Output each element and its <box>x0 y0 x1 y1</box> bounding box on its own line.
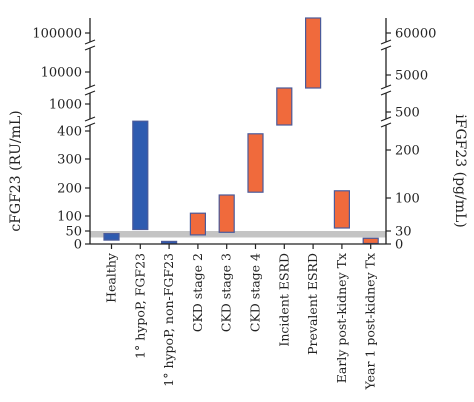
category-label: CKD stage 2 <box>190 253 205 332</box>
reference-band <box>90 231 386 238</box>
category-label: Early post-kidney Tx <box>334 253 349 383</box>
bar-6 <box>276 87 293 126</box>
right-tick-label: 60000 <box>395 27 436 42</box>
left-tick-label: 400 <box>57 125 82 140</box>
axis-break-mark <box>380 116 392 122</box>
axis-break-gap <box>84 87 96 93</box>
left-tick-label: 100000 <box>32 27 82 42</box>
bar-1 <box>132 120 149 231</box>
category-label: CKD stage 3 <box>219 253 234 332</box>
bar-8 <box>333 190 350 229</box>
right-tick-label: 30 <box>395 225 412 240</box>
left-tick-label: 0 <box>74 238 82 253</box>
axis-break-mark <box>380 90 392 96</box>
axis-break-mark <box>84 45 96 51</box>
bar-2 <box>161 240 178 245</box>
axis-break-mark <box>380 84 392 90</box>
axis-break-mark <box>380 45 392 51</box>
bar-7 <box>305 17 322 89</box>
left-tick-label: 200 <box>57 182 82 197</box>
axis-break-mark <box>84 84 96 90</box>
category-label: Incident ESRD <box>276 253 291 347</box>
axis-break-gap <box>380 87 392 93</box>
bar-9 <box>362 237 379 245</box>
right-tick-label: 500 <box>395 106 420 121</box>
axis-break-mark <box>84 39 96 45</box>
category-label: 1° hypoP, non-FGF23 <box>161 253 176 387</box>
right-axis-label: iFGF23 (pg/mL) <box>452 114 468 228</box>
axis-break-mark <box>380 122 392 128</box>
left-axis-label: cFGF23 (RU/mL) <box>8 110 24 231</box>
right-tick-label: 200 <box>395 144 420 159</box>
right-tick-label: 0 <box>395 238 403 253</box>
category-label: CKD stage 4 <box>248 253 263 332</box>
axis-break-mark <box>84 116 96 122</box>
right-tick-label: 100 <box>395 192 420 207</box>
bar-4 <box>218 194 235 233</box>
category-label: Healthy <box>104 252 119 303</box>
axis-break-gap <box>84 42 96 48</box>
left-tick-label: 300 <box>57 153 82 168</box>
category-label: Year 1 post-kidney Tx <box>363 253 378 391</box>
axis-break-mark <box>84 90 96 96</box>
right-tick-label: 5000 <box>395 69 428 84</box>
left-tick-label: 50 <box>65 225 82 240</box>
left-tick-label: 10000 <box>41 66 82 81</box>
axis-break-gap <box>380 42 392 48</box>
axis-break-gap <box>380 119 392 125</box>
category-label: Prevalent ESRD <box>305 253 320 355</box>
left-tick-label: 100 <box>57 210 82 225</box>
axis-break-mark <box>380 39 392 45</box>
category-label: 1° hypoP, FGF23 <box>132 253 147 359</box>
axis-break-gap <box>84 119 96 125</box>
bar-5 <box>247 133 264 193</box>
left-tick-label: 1000 <box>49 98 82 113</box>
axis-break-mark <box>84 122 96 128</box>
bar-3 <box>189 212 206 236</box>
bar-0 <box>103 233 120 241</box>
